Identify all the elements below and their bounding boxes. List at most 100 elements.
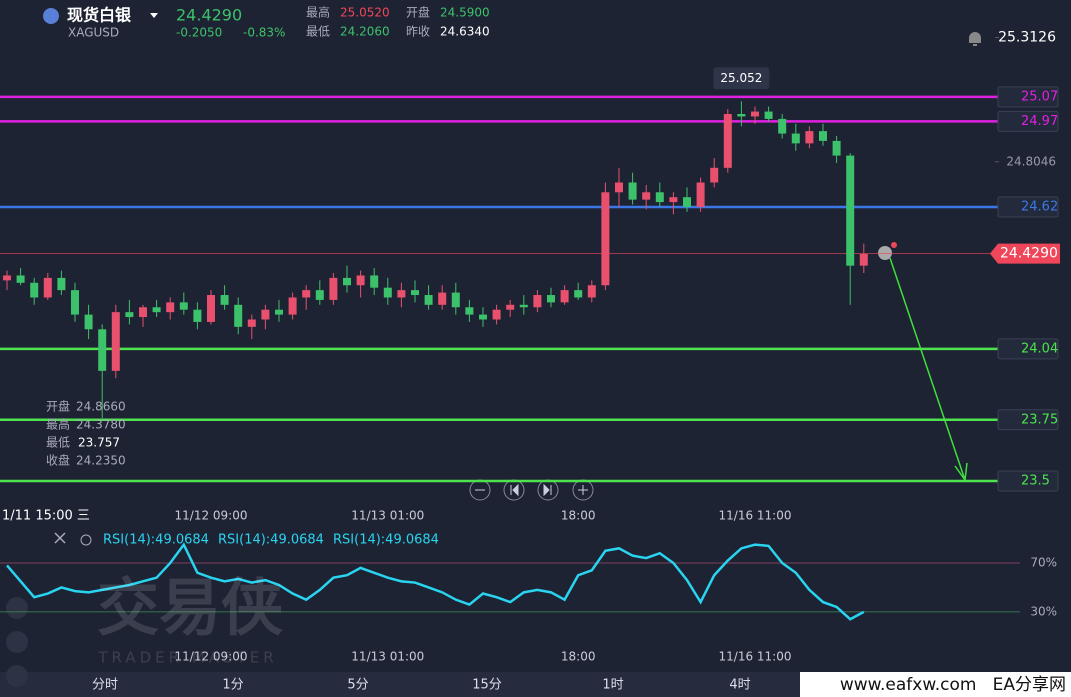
candle-body xyxy=(30,282,39,298)
last-price-label: 24.4290 xyxy=(1000,246,1058,262)
x-tick-label: 11/12 09:00 xyxy=(175,650,248,664)
close-icon[interactable] xyxy=(54,532,66,544)
candle-body xyxy=(574,290,583,298)
candle-body xyxy=(506,304,515,310)
settings-icon[interactable] xyxy=(80,534,92,546)
footer-bg xyxy=(800,672,1071,697)
candle-body xyxy=(465,307,474,315)
candle-body xyxy=(125,312,134,318)
watermark: 交易侠 xyxy=(97,571,284,644)
toolbar-item[interactable]: 4时 xyxy=(729,678,750,693)
dropdown-arrow[interactable] xyxy=(150,13,158,18)
candle-body xyxy=(166,302,175,313)
level-box xyxy=(997,338,1059,360)
level-label: 23.75 xyxy=(1021,412,1058,427)
candle-body xyxy=(207,295,215,322)
candle-body xyxy=(84,314,93,330)
candle-body xyxy=(696,182,705,207)
candle-body xyxy=(288,297,297,315)
candle-body xyxy=(451,292,460,308)
x-tick-label: 18:00 xyxy=(561,650,596,664)
level-label: 24.97 xyxy=(1021,114,1058,129)
low-label: 23.757 xyxy=(78,436,120,450)
toolbar-item[interactable]: 5分 xyxy=(347,678,368,693)
candle-body xyxy=(615,182,623,193)
toolbar-item[interactable]: 15分 xyxy=(472,678,502,693)
stat-value: 24.2060 xyxy=(340,25,390,39)
stat-value: 25.0520 xyxy=(340,6,390,20)
candle-body xyxy=(723,113,732,168)
side-button[interactable] xyxy=(6,665,28,687)
y-tick-label: 70% xyxy=(1030,556,1057,570)
high-label: 25.052 xyxy=(720,71,762,85)
candle-body xyxy=(764,111,773,119)
level-box xyxy=(997,470,1059,492)
candle-body xyxy=(791,133,800,144)
symbol-icon xyxy=(43,8,59,24)
stat-label: 最低 xyxy=(306,25,330,39)
candle-body xyxy=(111,312,120,371)
symbol-name[interactable]: 现货白银 xyxy=(67,6,132,25)
candle-body xyxy=(397,290,406,298)
side-button[interactable] xyxy=(6,597,28,619)
x-tick-label: 11/16 11:00 xyxy=(719,509,792,523)
legend: RSI(14):49.0684 xyxy=(103,533,209,548)
candle-body xyxy=(57,277,66,291)
x-tick-label: 11/16 11:00 xyxy=(719,650,792,664)
event-marker[interactable] xyxy=(878,246,892,260)
candle-body xyxy=(751,111,759,117)
bell-icon[interactable] xyxy=(969,32,981,46)
symbol-code: XAGUSD xyxy=(68,26,119,40)
level-box xyxy=(997,110,1059,132)
candle-body xyxy=(805,131,814,144)
legend: RSI(14):49.0684 xyxy=(333,533,439,548)
candle-body xyxy=(329,277,338,300)
footer: www.eafxw.com EA分享网 xyxy=(840,675,1066,695)
candle-body xyxy=(819,131,827,141)
candle-body xyxy=(411,290,419,296)
candle-body xyxy=(438,292,447,305)
candle-body xyxy=(778,118,787,134)
candle-body xyxy=(315,290,324,300)
candle-body xyxy=(628,182,637,200)
candle-body xyxy=(479,314,487,320)
icon xyxy=(543,483,552,497)
candle-body xyxy=(139,307,147,318)
candle-body xyxy=(519,304,528,308)
info-label: 最低 xyxy=(46,436,70,450)
candle-body xyxy=(356,275,365,286)
corner-label: 1/11 15:00 三 xyxy=(2,509,90,524)
change: -0.2050 xyxy=(176,26,222,40)
y-tick-label: 30% xyxy=(1030,604,1057,618)
candle-body xyxy=(383,287,392,298)
candle-body xyxy=(261,309,270,320)
candle-body xyxy=(43,277,52,298)
x-tick-label: 11/13 01:00 xyxy=(351,509,424,523)
toolbar-item[interactable]: 分时 xyxy=(92,678,118,693)
info-value: 24.8660 xyxy=(76,400,126,414)
candle-body xyxy=(547,295,555,303)
level-label: 24.62 xyxy=(1021,199,1058,214)
info-value: 24.2350 xyxy=(76,454,126,468)
candle-body xyxy=(642,192,651,200)
candle-body xyxy=(179,302,188,310)
toolbar-item[interactable]: 1分 xyxy=(222,678,243,693)
candle-body xyxy=(601,192,610,286)
stat-label: 最高 xyxy=(306,5,330,20)
level-label: 25.07 xyxy=(1021,89,1058,104)
x-tick-label: 11/12 09:00 xyxy=(175,509,248,523)
candle-body xyxy=(220,295,229,305)
level-label: 23.5 xyxy=(1021,473,1050,488)
side-button[interactable] xyxy=(6,631,28,653)
candle-body xyxy=(302,290,311,298)
candle-body xyxy=(859,253,868,266)
candle-body xyxy=(234,304,243,327)
candle-body xyxy=(669,197,678,203)
toolbar-item[interactable]: 1时 xyxy=(602,678,623,693)
icon xyxy=(510,483,519,497)
info-value: 24.3780 xyxy=(76,418,126,432)
stat-label: 开盘 xyxy=(406,5,430,20)
event-dot xyxy=(891,242,897,248)
stat-value: 24.6340 xyxy=(440,25,490,39)
price: 24.4290 xyxy=(176,6,242,25)
